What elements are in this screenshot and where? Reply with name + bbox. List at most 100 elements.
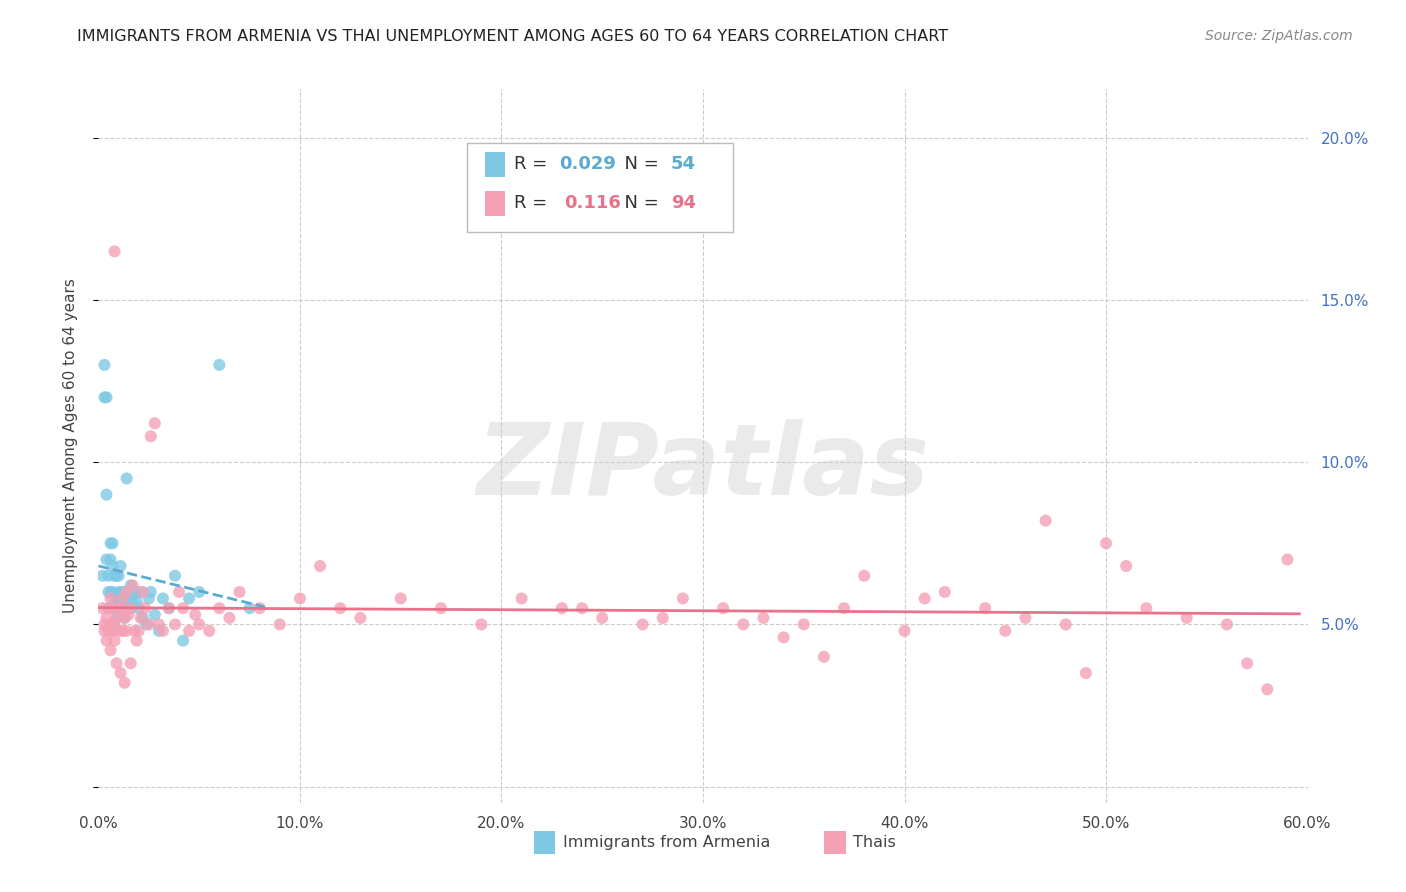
Point bbox=[793, 617, 815, 632]
Point bbox=[125, 595, 148, 609]
Point bbox=[101, 585, 124, 599]
Point bbox=[510, 591, 533, 606]
Point bbox=[105, 611, 128, 625]
Point bbox=[994, 624, 1017, 638]
Point bbox=[711, 601, 734, 615]
Point bbox=[288, 591, 311, 606]
Point bbox=[100, 536, 122, 550]
Point bbox=[172, 601, 194, 615]
Point bbox=[157, 601, 180, 615]
Point bbox=[100, 552, 122, 566]
Point bbox=[96, 390, 118, 404]
Point bbox=[172, 633, 194, 648]
Point bbox=[128, 624, 150, 638]
Point bbox=[111, 591, 134, 606]
Point bbox=[470, 617, 492, 632]
Point bbox=[672, 591, 695, 606]
Point bbox=[93, 358, 115, 372]
Point bbox=[103, 633, 125, 648]
Point bbox=[120, 578, 142, 592]
Point bbox=[107, 568, 129, 582]
Point bbox=[93, 617, 115, 632]
Point bbox=[934, 585, 956, 599]
Point bbox=[1035, 514, 1057, 528]
Point bbox=[148, 617, 170, 632]
Point bbox=[115, 585, 138, 599]
Point bbox=[101, 624, 124, 638]
Text: Thais: Thais bbox=[853, 835, 896, 850]
Point bbox=[269, 617, 291, 632]
Y-axis label: Unemployment Among Ages 60 to 64 years: Unemployment Among Ages 60 to 64 years bbox=[63, 278, 77, 614]
Point bbox=[105, 657, 128, 671]
Point bbox=[184, 607, 207, 622]
Text: IMMIGRANTS FROM ARMENIA VS THAI UNEMPLOYMENT AMONG AGES 60 TO 64 YEARS CORRELATI: IMMIGRANTS FROM ARMENIA VS THAI UNEMPLOY… bbox=[77, 29, 949, 44]
Point bbox=[118, 607, 141, 622]
Point bbox=[651, 611, 673, 625]
Bar bbox=[485, 191, 505, 216]
Point bbox=[152, 591, 174, 606]
Point bbox=[91, 568, 114, 582]
Point bbox=[1216, 617, 1239, 632]
Point bbox=[631, 617, 654, 632]
Point bbox=[115, 471, 138, 485]
Point bbox=[349, 611, 371, 625]
Point bbox=[148, 624, 170, 638]
Point bbox=[100, 591, 122, 606]
Point bbox=[389, 591, 412, 606]
Point bbox=[107, 585, 129, 599]
Point bbox=[110, 591, 132, 606]
Point bbox=[114, 611, 136, 625]
Point bbox=[152, 624, 174, 638]
Point bbox=[110, 666, 132, 681]
Point bbox=[97, 601, 120, 615]
Point bbox=[134, 601, 156, 615]
Point bbox=[139, 429, 162, 443]
Text: N =: N = bbox=[613, 194, 664, 212]
FancyBboxPatch shape bbox=[467, 143, 734, 232]
Point bbox=[115, 624, 138, 638]
Point bbox=[121, 578, 143, 592]
Point bbox=[179, 591, 201, 606]
Point bbox=[1054, 617, 1077, 632]
Point bbox=[97, 601, 120, 615]
Point bbox=[571, 601, 593, 615]
Point bbox=[239, 601, 262, 615]
Point bbox=[93, 624, 115, 638]
Point bbox=[138, 591, 160, 606]
Point bbox=[129, 585, 152, 599]
Point bbox=[974, 601, 997, 615]
Point bbox=[135, 617, 157, 632]
Point bbox=[105, 568, 128, 582]
Point bbox=[128, 601, 150, 615]
Point bbox=[853, 568, 876, 582]
Point bbox=[1175, 611, 1198, 625]
Point bbox=[329, 601, 352, 615]
Point bbox=[110, 559, 132, 574]
Point bbox=[218, 611, 240, 625]
Point bbox=[124, 585, 146, 599]
Point bbox=[208, 601, 231, 615]
Point bbox=[114, 675, 136, 690]
Text: ZIPatlas: ZIPatlas bbox=[477, 419, 929, 516]
Point bbox=[1074, 666, 1097, 681]
Point bbox=[1277, 552, 1299, 566]
Point bbox=[893, 624, 915, 638]
Point bbox=[157, 601, 180, 615]
Bar bbox=[534, 831, 555, 855]
Point bbox=[96, 611, 118, 625]
Point bbox=[105, 611, 128, 625]
Text: 54: 54 bbox=[671, 155, 696, 173]
Text: N =: N = bbox=[613, 155, 664, 173]
Point bbox=[179, 624, 201, 638]
Point bbox=[1115, 559, 1137, 574]
Point bbox=[143, 417, 166, 431]
Point bbox=[96, 552, 118, 566]
Point bbox=[103, 244, 125, 259]
Point bbox=[208, 358, 231, 372]
Point bbox=[125, 633, 148, 648]
Point bbox=[114, 611, 136, 625]
Point bbox=[115, 591, 138, 606]
Point bbox=[111, 601, 134, 615]
Point bbox=[103, 601, 125, 615]
Point bbox=[97, 624, 120, 638]
